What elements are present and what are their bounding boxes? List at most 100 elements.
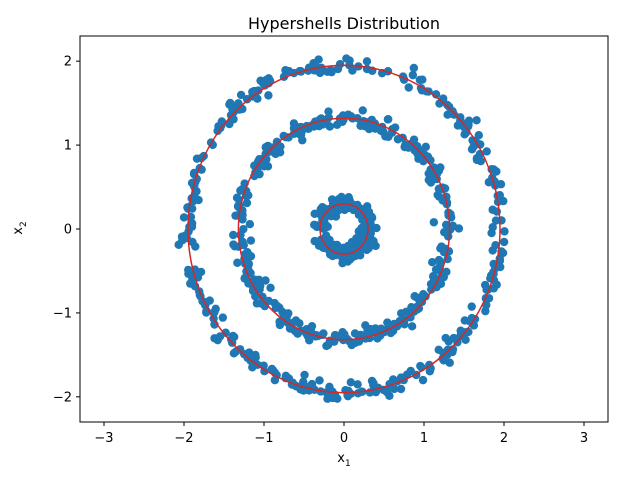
data-point	[497, 216, 506, 225]
data-point	[460, 316, 470, 325]
data-point	[196, 267, 206, 277]
data-point	[234, 99, 243, 108]
x-tick-label: 3	[580, 431, 588, 446]
data-point	[390, 123, 400, 132]
data-point	[384, 115, 393, 124]
data-point	[407, 322, 417, 331]
data-point	[245, 219, 255, 229]
data-point	[364, 124, 374, 134]
data-point	[346, 378, 356, 387]
data-point	[335, 59, 345, 69]
data-point	[448, 221, 458, 231]
data-point	[414, 304, 424, 313]
data-point	[314, 55, 323, 64]
data-point	[338, 258, 347, 268]
data-point	[342, 54, 351, 63]
data-point	[233, 258, 242, 267]
data-point	[350, 329, 360, 338]
y-tick-label: 1	[64, 139, 72, 154]
data-point	[419, 290, 428, 299]
data-point	[428, 257, 437, 267]
data-point	[434, 255, 444, 265]
data-point	[424, 175, 433, 185]
x-tick-label: 1	[420, 431, 428, 446]
data-point	[323, 67, 332, 76]
data-point	[373, 334, 382, 343]
shell-circle	[319, 203, 369, 255]
data-point	[330, 206, 339, 215]
data-point	[238, 237, 247, 246]
data-point	[436, 279, 446, 288]
data-point	[275, 317, 284, 326]
data-point	[344, 193, 353, 202]
shell-circle	[187, 64, 501, 394]
x-tick-label: −1	[254, 431, 273, 446]
data-point	[418, 375, 428, 385]
data-point	[264, 296, 273, 306]
data-point	[268, 145, 277, 155]
data-point	[194, 195, 203, 205]
data-point	[487, 228, 496, 238]
y-tick-label: −2	[53, 390, 72, 405]
data-point	[349, 205, 358, 215]
data-point	[343, 241, 353, 251]
data-point	[248, 363, 257, 372]
data-point	[382, 386, 391, 395]
data-point	[482, 147, 491, 156]
data-point	[276, 142, 285, 151]
data-point	[242, 198, 252, 208]
data-point	[246, 353, 256, 362]
data-point	[358, 106, 367, 115]
data-point	[408, 70, 418, 80]
data-point	[307, 379, 317, 389]
data-point	[246, 236, 256, 245]
data-point	[448, 347, 457, 357]
data-point	[476, 156, 486, 166]
data-point	[404, 83, 413, 92]
data-point	[467, 302, 476, 311]
data-point	[230, 242, 240, 251]
y-axis-label: x2	[11, 221, 29, 234]
data-point	[298, 136, 307, 145]
data-point	[251, 168, 260, 177]
data-point	[367, 212, 376, 222]
y-tick-label: 2	[64, 55, 72, 70]
data-point	[410, 292, 419, 301]
data-point	[441, 220, 451, 229]
data-point	[315, 376, 324, 385]
data-point	[289, 119, 299, 128]
data-point	[492, 167, 501, 176]
data-point	[456, 113, 465, 122]
data-point	[351, 338, 360, 348]
y-axis: −2 −1 0 1 2	[53, 55, 80, 405]
data-point	[436, 163, 445, 172]
data-point	[440, 227, 449, 237]
data-point	[229, 115, 238, 124]
shell-circles	[187, 64, 501, 394]
x-tick-label: −3	[94, 431, 113, 446]
y-tick-label: 0	[64, 223, 72, 238]
data-point	[186, 279, 195, 288]
data-point	[364, 226, 373, 235]
data-point	[357, 223, 367, 233]
data-point	[229, 230, 238, 240]
data-point	[253, 94, 262, 103]
data-point	[434, 345, 443, 354]
data-point	[369, 378, 378, 388]
data-point	[215, 332, 225, 341]
data-point	[244, 259, 254, 268]
data-point	[406, 366, 415, 376]
data-point	[289, 129, 299, 138]
data-point	[318, 120, 328, 129]
data-point	[187, 222, 197, 231]
data-point	[273, 301, 282, 311]
data-point	[254, 275, 264, 285]
data-point	[348, 66, 357, 75]
data-point	[300, 370, 309, 380]
data-point	[346, 253, 356, 263]
x-tick-label: 0	[340, 431, 348, 446]
data-point	[357, 206, 366, 215]
data-point	[418, 75, 427, 84]
data-point	[353, 380, 362, 389]
